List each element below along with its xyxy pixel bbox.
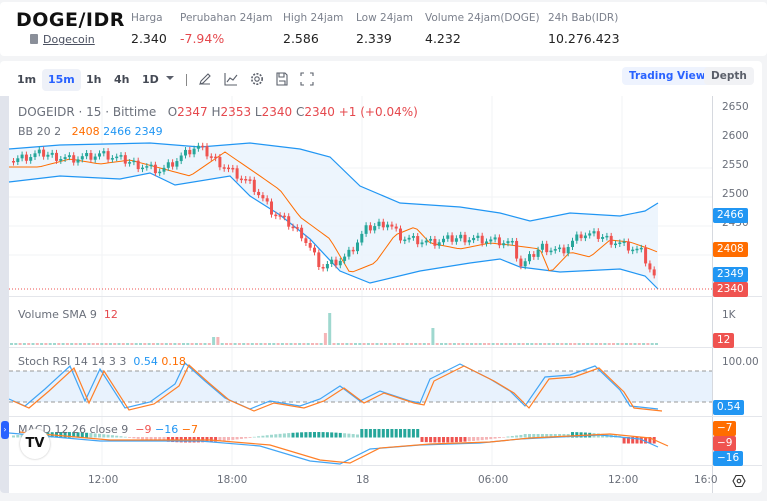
stat-label: Low 24jam bbox=[356, 12, 413, 24]
y-tick: 2600 bbox=[722, 130, 749, 142]
stat-value: 4.232 bbox=[425, 31, 461, 46]
stoch-d-value: 0.18 bbox=[161, 355, 186, 368]
chart-container: 1m 15m 1h 4h 1D Trading View Depth › DOG… bbox=[0, 61, 762, 493]
coin-link-label: Dogecoin bbox=[43, 33, 95, 46]
bb-lower-tag: 2349 bbox=[713, 267, 748, 282]
bb-upper-tag: 2466 bbox=[713, 208, 748, 223]
pane-separator bbox=[9, 296, 762, 297]
stat-value: 2.586 bbox=[283, 31, 319, 46]
tf-4h[interactable]: 4h bbox=[114, 73, 130, 86]
macd-line-tag: −16 bbox=[713, 451, 744, 466]
volume-tag: 12 bbox=[713, 333, 735, 348]
last-price-tag: 2340 bbox=[713, 282, 748, 297]
price-chart-canvas[interactable] bbox=[0, 61, 762, 493]
pane-separator bbox=[9, 465, 762, 466]
stoch-tag: 0.54 bbox=[713, 400, 745, 415]
stat-volume: Volume 24jam(DOGE) 4.232 bbox=[425, 12, 540, 46]
stat-label: Perubahan 24jam bbox=[180, 12, 273, 24]
x-tick: 12:00 bbox=[88, 474, 119, 486]
depth-button[interactable]: Depth bbox=[704, 67, 754, 85]
open-value: 2347 bbox=[177, 105, 208, 119]
x-tick: 18:00 bbox=[217, 474, 248, 486]
close-value: 2340 bbox=[304, 105, 335, 119]
bb-basis-value: 2408 bbox=[71, 125, 100, 138]
stoch-k-value: 0.54 bbox=[133, 355, 158, 368]
book-icon bbox=[30, 34, 38, 44]
y-tick: 2650 bbox=[722, 101, 749, 113]
macd-hist-value: −9 bbox=[135, 423, 152, 436]
stat-label: Harga bbox=[131, 12, 163, 24]
low-value: 2340 bbox=[261, 105, 293, 119]
stat-value: 2.339 bbox=[356, 31, 392, 46]
change-value: +1 (+0.04%) bbox=[338, 105, 418, 119]
stat-value: -7.94% bbox=[180, 31, 225, 46]
bb-legend: BB 20 2 2408 2466 2349 bbox=[18, 125, 163, 138]
bb-lower-value: 2349 bbox=[134, 125, 163, 138]
tradingview-logo-icon[interactable]: TV bbox=[20, 429, 50, 459]
pane-separator bbox=[9, 347, 762, 348]
stoch-legend: Stoch RSI 14 14 3 3 0.54 0.18 bbox=[18, 355, 186, 368]
x-tick: 16:0 bbox=[694, 474, 718, 486]
market-header: DOGE/IDR Dogecoin Harga 2.340 Perubahan 2… bbox=[0, 2, 767, 56]
stat-price: Harga 2.340 bbox=[131, 12, 167, 46]
volume-label: Volume SMA 9 bbox=[18, 308, 97, 321]
stat-label: High 24jam bbox=[283, 12, 344, 24]
y-axis-divider bbox=[712, 96, 713, 493]
chevron-down-icon[interactable] bbox=[165, 74, 175, 82]
stat-value: 10.276.423 bbox=[548, 31, 620, 46]
volume-legend: Volume SMA 9 12 bbox=[18, 308, 118, 321]
stat-high: High 24jam 2.586 bbox=[283, 12, 343, 46]
stat-label: Volume 24jam(DOGE) bbox=[425, 12, 540, 24]
indicators-icon[interactable] bbox=[224, 72, 238, 86]
draw-icon[interactable] bbox=[198, 72, 212, 86]
x-tick: 18 bbox=[356, 474, 370, 486]
volume-axis-tick: 1K bbox=[722, 309, 736, 321]
tf-15m[interactable]: 15m bbox=[42, 69, 81, 91]
stat-turnover: 24h Bab(IDR) 10.276.423 bbox=[548, 12, 620, 46]
x-tick: 12:00 bbox=[608, 474, 639, 486]
stat-low: Low 24jam 2.339 bbox=[356, 12, 413, 46]
stat-value: 2.340 bbox=[131, 31, 167, 46]
chart-settings-icon[interactable] bbox=[732, 474, 746, 488]
tf-1d[interactable]: 1D bbox=[142, 73, 159, 86]
bb-upper-value: 2466 bbox=[103, 125, 132, 138]
settings-icon[interactable] bbox=[250, 72, 264, 86]
fullscreen-icon[interactable] bbox=[300, 72, 314, 86]
bb-basis-tag: 2408 bbox=[713, 242, 748, 257]
ohlc-label: H bbox=[211, 105, 221, 119]
save-icon[interactable] bbox=[275, 72, 289, 86]
stat-label: 24h Bab(IDR) bbox=[548, 12, 619, 24]
ohlc-label: C bbox=[295, 105, 305, 119]
y-tick: 2500 bbox=[722, 188, 749, 200]
x-tick: 06:00 bbox=[478, 474, 509, 486]
tf-1m[interactable]: 1m bbox=[17, 73, 37, 86]
symbol-line: DOGEIDR · 15 · Bittime bbox=[18, 105, 157, 119]
macd-hist-tag: −9 bbox=[713, 436, 737, 451]
expand-panel-button[interactable]: › bbox=[1, 421, 9, 439]
stat-change: Perubahan 24jam -7.94% bbox=[180, 12, 273, 46]
trading-view-button[interactable]: Trading View bbox=[622, 67, 713, 85]
y-tick: 2550 bbox=[722, 159, 749, 171]
high-value: 2353 bbox=[220, 105, 252, 119]
coin-link[interactable]: Dogecoin bbox=[30, 33, 95, 46]
ohlc-label: O bbox=[167, 105, 178, 119]
ohlc-label: L bbox=[254, 105, 262, 119]
stoch-axis-tick: 100.00 bbox=[722, 356, 759, 368]
left-panel-strip bbox=[0, 96, 9, 493]
toolbar-divider bbox=[186, 74, 187, 86]
bb-label: BB 20 2 bbox=[18, 125, 62, 138]
tf-1h[interactable]: 1h bbox=[86, 73, 102, 86]
macd-signal-tag: −7 bbox=[713, 421, 737, 436]
pane-separator bbox=[9, 416, 762, 417]
pair-title: DOGE/IDR bbox=[16, 9, 125, 31]
macd-line-value: −16 bbox=[155, 423, 179, 436]
macd-signal-value: −7 bbox=[181, 423, 198, 436]
volume-value: 12 bbox=[103, 308, 118, 321]
ohlc-legend: DOGEIDR · 15 · Bittime O2347 H2353 L2340… bbox=[18, 105, 418, 119]
stoch-label: Stoch RSI 14 14 3 3 bbox=[18, 355, 127, 368]
